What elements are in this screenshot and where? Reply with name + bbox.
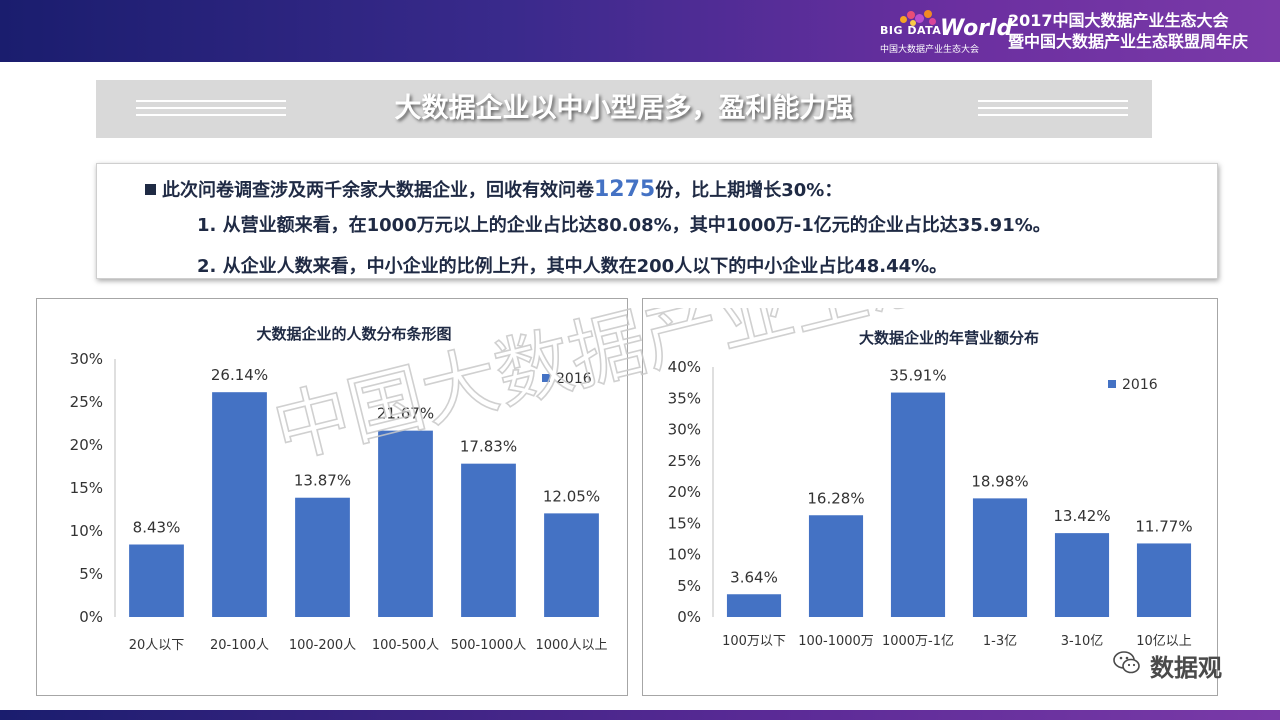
summary-box: 此次问卷调查涉及两千余家大数据企业，回收有效问卷1275份，比上期增长30%： … — [96, 163, 1218, 279]
y-tick-label: 0% — [79, 608, 103, 626]
chart-title: 大数据企业的人数分布条形图 — [256, 325, 451, 343]
y-tick-label: 0% — [677, 608, 701, 626]
data-label: 11.77% — [1135, 517, 1192, 535]
wechat-icon — [1113, 651, 1140, 674]
y-tick-label: 10% — [668, 546, 701, 564]
y-tick-label: 10% — [70, 522, 103, 540]
event-titles: 2017中国大数据产业生态大会 暨中国大数据产业生态联盟周年庆 — [1008, 10, 1248, 52]
data-label: 13.87% — [294, 472, 351, 490]
summary-line-1: 1. 从营业额来看，在1000万元以上的企业占比达80.08%，其中1000万-… — [197, 215, 1051, 236]
bar — [808, 515, 864, 617]
bar — [1136, 543, 1192, 617]
x-tick-label: 3-10亿 — [1061, 634, 1104, 649]
data-label: 35.91% — [889, 367, 946, 385]
bottom-bar — [0, 710, 1280, 720]
summary-line-0: 此次问卷调查涉及两千余家大数据企业，回收有效问卷1275份，比上期增长30%： — [145, 176, 842, 202]
title-deco-right — [978, 100, 1128, 121]
chart-panel-headcount: 大数据企业的人数分布条形图 0% 5% 10% 15% 20% 25% 30% 8.43% 20人… — [36, 298, 628, 696]
y-tick-label: 5% — [677, 577, 701, 595]
logo-dots-icon — [898, 10, 938, 28]
y-tick-label: 15% — [668, 514, 701, 532]
logo-world-text: World — [940, 16, 1013, 41]
x-tick-label: 1000万-1亿 — [882, 634, 954, 649]
bar — [295, 497, 350, 617]
logo-big-text: BIG DATA — [880, 24, 942, 37]
page-title: 大数据企业以中小型居多，盈利能力强 — [394, 93, 854, 124]
y-tick-label: 30% — [668, 421, 701, 439]
chart-panel-revenue: 大数据企业的年营业额分布 0% 5% 10% 15% 20% 25% 30% 35% 40% 3.6… — [642, 298, 1218, 696]
summary-line-2: 2. 从企业人数来看，中小企业的比例上升，其中人数在200人以下的中小企业占比4… — [197, 256, 948, 277]
bar — [129, 544, 184, 617]
summary-line-0-post: 份，比上期增长30%： — [655, 180, 843, 201]
legend-label: 2016 — [1122, 377, 1158, 393]
bar — [212, 392, 267, 617]
x-tick-label: 1-3亿 — [983, 634, 1017, 649]
bar — [544, 513, 599, 617]
x-tick-label: 100-1000万 — [798, 634, 874, 649]
x-tick-label: 100-200人 — [289, 638, 356, 653]
data-label: 16.28% — [807, 489, 864, 507]
bar — [1054, 533, 1110, 617]
y-tick-label: 20% — [70, 436, 103, 454]
y-tick-label: 40% — [668, 358, 701, 376]
data-label: 13.42% — [1053, 507, 1110, 525]
x-tick-label: 10亿以上 — [1136, 634, 1192, 649]
y-tick-label: 15% — [70, 479, 103, 497]
event-line-1: 2017中国大数据产业生态大会 — [1008, 11, 1229, 30]
data-label: 3.64% — [730, 568, 778, 586]
x-tick-label: 20-100人 — [210, 638, 269, 653]
x-tick-label: 20人以下 — [129, 638, 185, 653]
brand-text: 数据观 — [1150, 654, 1222, 682]
legend-label: 2016 — [556, 371, 592, 387]
data-label: 8.43% — [133, 519, 181, 537]
x-tick-label: 500-1000人 — [451, 638, 527, 653]
x-tick-label: 1000人以上 — [535, 638, 607, 653]
legend-swatch — [1108, 380, 1116, 388]
headcount-bar-chart: 大数据企业的人数分布条形图 0% 5% 10% 15% 20% 25% 30% 8.43% 20人… — [70, 325, 608, 653]
bar — [726, 594, 782, 617]
survey-count: 1275 — [594, 177, 656, 202]
bigdataworld-logo: BIG DATA World 中国大数据产业生态大会 — [880, 8, 1012, 56]
data-label: 21.67% — [377, 405, 434, 423]
summary-line-0-pre: 此次问卷调查涉及两千余家大数据企业，回收有效问卷 — [162, 180, 594, 201]
logo-subtitle: 中国大数据产业生态大会 — [880, 45, 980, 55]
data-label: 26.14% — [211, 366, 268, 384]
bar — [461, 463, 516, 617]
y-tick-label: 35% — [668, 389, 701, 407]
bar — [972, 498, 1028, 617]
bar — [890, 392, 946, 617]
chart-title: 大数据企业的年营业额分布 — [859, 329, 1039, 347]
title-deco-left — [136, 100, 286, 121]
x-tick-label: 100-500人 — [372, 638, 439, 653]
y-tick-label: 25% — [668, 452, 701, 470]
y-tick-label: 20% — [668, 483, 701, 501]
data-label: 18.98% — [971, 472, 1028, 490]
square-bullet-icon — [145, 184, 156, 195]
header-band: BIG DATA World 中国大数据产业生态大会 2017中国大数据产业生态… — [0, 0, 1280, 62]
y-tick-label: 5% — [79, 565, 103, 583]
y-tick-label: 30% — [70, 350, 103, 368]
y-tick-label: 25% — [70, 393, 103, 411]
event-line-2: 暨中国大数据产业生态联盟周年庆 — [1008, 32, 1249, 51]
data-label: 17.83% — [460, 438, 517, 456]
data-label: 12.05% — [543, 487, 600, 505]
revenue-bar-chart: 大数据企业的年营业额分布 0% 5% 10% 15% 20% 25% 30% 35% 40% 3.6… — [668, 329, 1193, 649]
title-bar: 大数据企业以中小型居多，盈利能力强 — [96, 80, 1152, 138]
bar — [378, 430, 433, 617]
x-tick-label: 100万以下 — [722, 634, 786, 649]
legend-swatch — [542, 374, 550, 382]
